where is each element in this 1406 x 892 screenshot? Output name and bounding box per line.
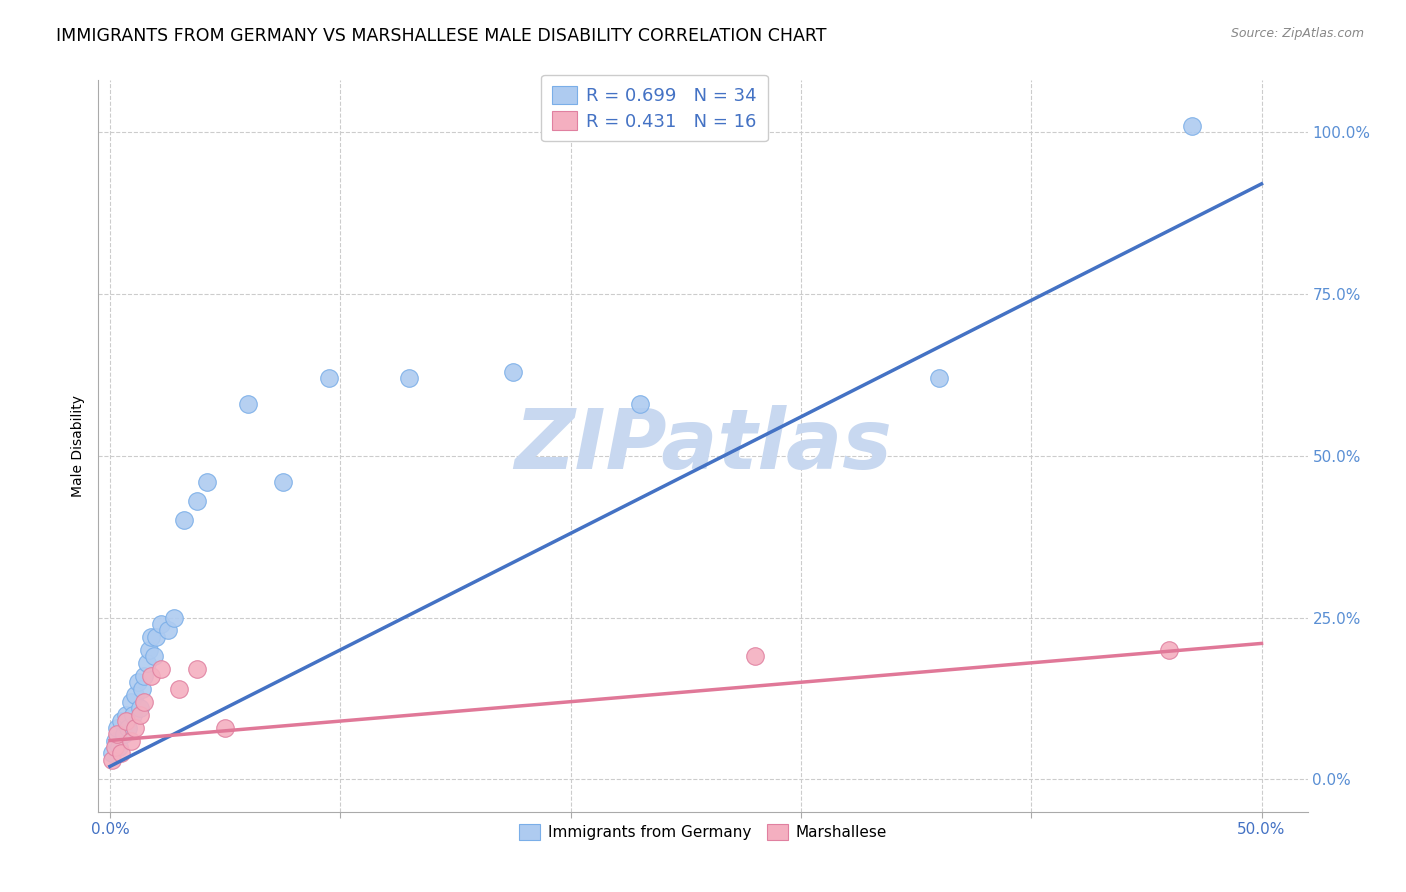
Y-axis label: Male Disability: Male Disability: [72, 395, 86, 497]
Point: [173, 513, 195, 527]
Text: IMMIGRANTS FROM GERMANY VS MARSHALLESE MALE DISABILITY CORRELATION CHART: IMMIGRANTS FROM GERMANY VS MARSHALLESE M…: [56, 27, 827, 45]
Point: [398, 371, 420, 385]
Point: [318, 371, 340, 385]
Point: [141, 669, 163, 683]
Point: [1159, 643, 1181, 657]
Point: [103, 739, 125, 754]
Point: [124, 688, 146, 702]
Point: [141, 630, 163, 644]
Point: [142, 649, 165, 664]
Point: [110, 714, 132, 728]
Point: [135, 656, 157, 670]
Point: [928, 371, 950, 385]
Point: [502, 365, 524, 379]
Point: [120, 695, 142, 709]
Legend: Immigrants from Germany, Marshallese: Immigrants from Germany, Marshallese: [512, 817, 894, 848]
Point: [117, 721, 139, 735]
Point: [186, 494, 208, 508]
Point: [1181, 119, 1204, 133]
Point: [744, 649, 766, 664]
Point: [134, 695, 156, 709]
Point: [149, 617, 172, 632]
Point: [115, 707, 138, 722]
Text: Source: ZipAtlas.com: Source: ZipAtlas.com: [1230, 27, 1364, 40]
Point: [101, 753, 124, 767]
Point: [112, 727, 135, 741]
Point: [128, 701, 150, 715]
Point: [167, 681, 190, 696]
Point: [156, 624, 179, 638]
Point: [195, 475, 218, 489]
Point: [236, 397, 259, 411]
Point: [138, 643, 160, 657]
Point: [103, 733, 125, 747]
Point: [105, 721, 128, 735]
Point: [214, 721, 236, 735]
Point: [124, 721, 146, 735]
Text: ZIPatlas: ZIPatlas: [515, 406, 891, 486]
Point: [186, 662, 208, 676]
Point: [115, 714, 138, 728]
Point: [128, 707, 150, 722]
Point: [108, 739, 131, 754]
Point: [110, 747, 132, 761]
Point: [145, 630, 167, 644]
Point: [105, 727, 128, 741]
Point: [120, 733, 142, 747]
Point: [131, 681, 153, 696]
Point: [628, 397, 651, 411]
Point: [134, 669, 156, 683]
Point: [163, 610, 186, 624]
Point: [101, 747, 124, 761]
Point: [127, 675, 149, 690]
Point: [271, 475, 294, 489]
Point: [122, 707, 145, 722]
Point: [149, 662, 172, 676]
